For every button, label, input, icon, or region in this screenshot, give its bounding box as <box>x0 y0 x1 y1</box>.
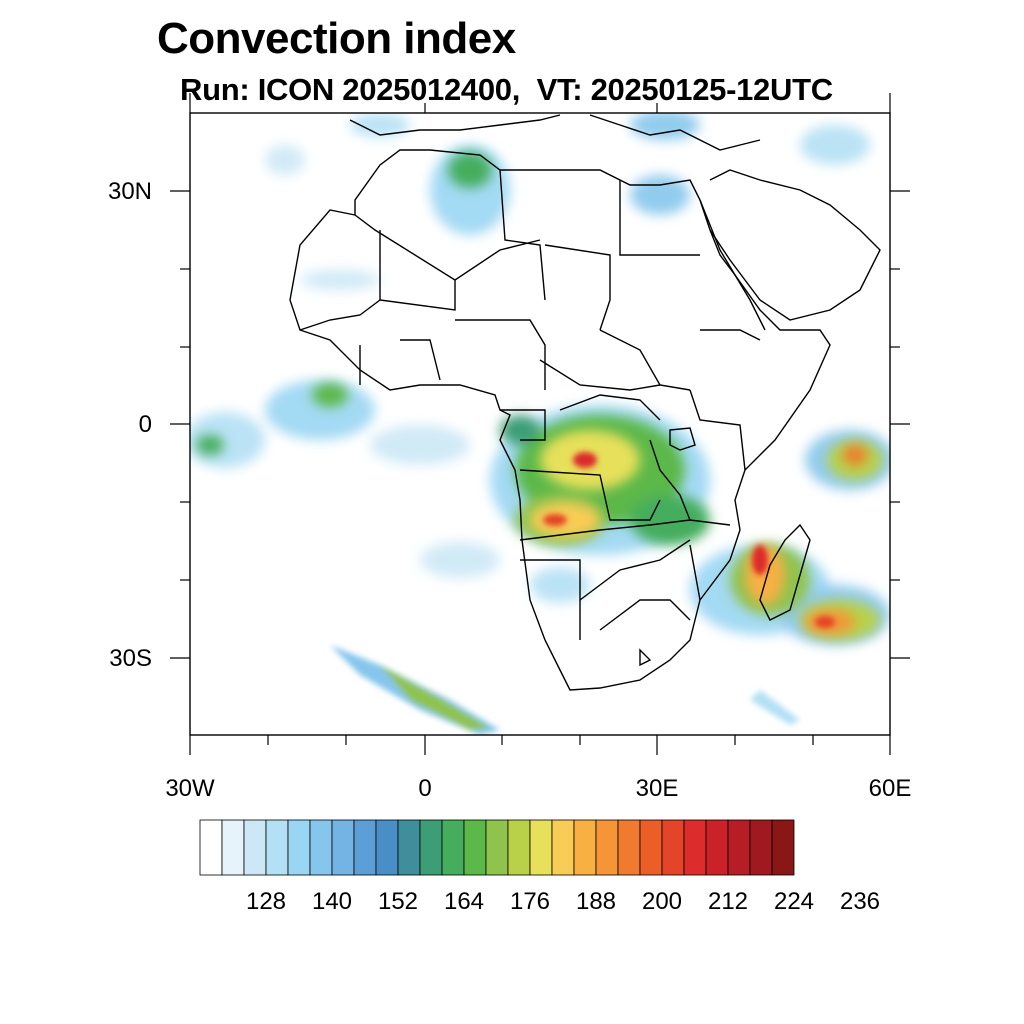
colorbar-swatch <box>419 819 443 876</box>
colorbar-swatch <box>705 819 729 876</box>
colorbar-label: 140 <box>311 888 353 915</box>
colorbar-swatch <box>375 819 399 876</box>
chart-title: Convection index <box>157 14 516 63</box>
colorbar-swatch <box>551 819 575 876</box>
colorbar-label: 224 <box>773 888 815 915</box>
colorbar-label: 236 <box>839 888 881 915</box>
colorbar-swatch <box>749 819 773 876</box>
colorbar-swatch <box>617 819 641 876</box>
colorbar-swatch <box>221 819 245 876</box>
colorbar-swatch <box>463 819 487 876</box>
colorbar-swatch <box>507 819 531 876</box>
lat-label-0: 0 <box>138 411 152 438</box>
lon-label-0: 0 <box>418 775 432 802</box>
colorbar <box>199 819 795 876</box>
colorbar-swatch <box>529 819 553 876</box>
colorbar-swatch <box>397 819 421 876</box>
axis-ticks <box>170 93 910 755</box>
colorbar-swatch <box>485 819 509 876</box>
colorbar-swatch <box>771 819 795 876</box>
colorbar-label: 164 <box>443 888 485 915</box>
lon-label-30e: 30E <box>635 775 679 802</box>
lon-label-30w: 30W <box>165 775 215 802</box>
colorbar-swatch <box>595 819 619 876</box>
colorbar-label: 176 <box>509 888 551 915</box>
lat-label-30s: 30S <box>109 645 152 672</box>
colorbar-swatch <box>287 819 311 876</box>
colorbar-swatch <box>661 819 685 876</box>
colorbar-swatch <box>727 819 751 876</box>
colorbar-swatch <box>639 819 663 876</box>
colorbar-swatch <box>309 819 333 876</box>
colorbar-swatch <box>441 819 465 876</box>
colorbar-label: 128 <box>245 888 287 915</box>
colorbar-label: 212 <box>707 888 749 915</box>
colorbar-swatch <box>265 819 289 876</box>
colorbar-swatch <box>331 819 355 876</box>
colorbar-label: 188 <box>575 888 617 915</box>
lat-label-30n: 30N <box>107 178 152 205</box>
colorbar-swatch <box>353 819 377 876</box>
lon-label-60e: 60E <box>868 775 912 802</box>
colorbar-label: 152 <box>377 888 419 915</box>
colorbar-swatch <box>243 819 267 876</box>
convection-field <box>190 113 890 735</box>
colorbar-swatch <box>573 819 597 876</box>
country-borders <box>289 114 881 691</box>
run-info-subtitle: Run: ICON 2025012400, VT: 20250125-12UTC <box>180 72 833 107</box>
colorbar-swatch <box>199 819 223 876</box>
colorbar-label: 200 <box>641 888 683 915</box>
colorbar-swatch <box>683 819 707 876</box>
